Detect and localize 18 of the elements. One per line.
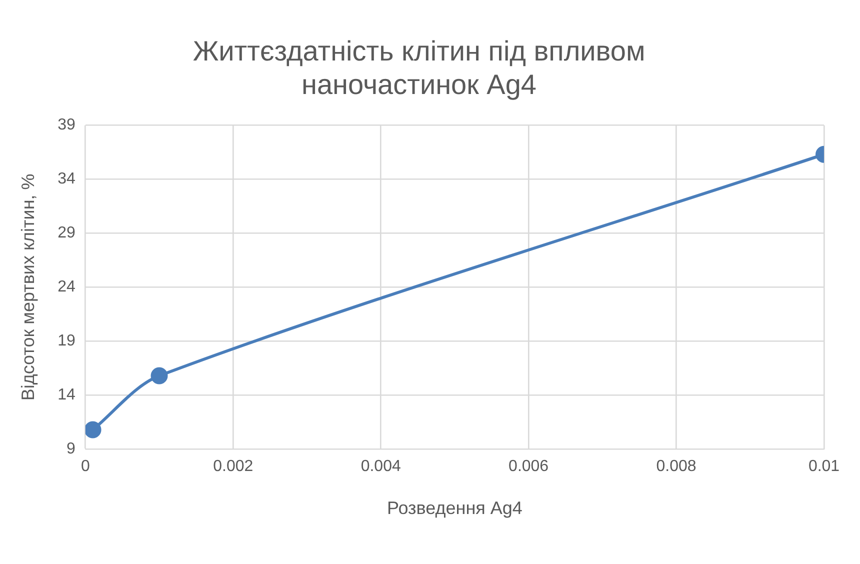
y-tick-label: 14 (58, 386, 76, 404)
x-tick-label: 0.004 (360, 458, 401, 476)
x-axis-title: Розведення Ag4 (386, 498, 522, 518)
y-tick-label: 19 (58, 332, 76, 350)
y-tick-label: 34 (58, 170, 76, 188)
point (85, 421, 102, 438)
y-tick-label: 24 (58, 278, 76, 296)
y-axis-title: Відсоток мертвих клітин, % (18, 174, 38, 401)
point (150, 367, 168, 384)
x-tick-label: 0.002 (213, 458, 254, 476)
chart-title: Життєздатність клітин під впливом наночастинок Ag4 (192, 36, 646, 100)
x-tick-label: 0.006 (508, 458, 549, 476)
y-tick-label: 9 (66, 440, 76, 458)
y-tick-label: 39 (58, 116, 76, 134)
x-tick-label: 0.01 (808, 458, 840, 476)
x-tick-label: 0 (80, 458, 90, 476)
y-tick-label: 29 (58, 224, 76, 242)
x-tick-label: 0.008 (656, 458, 696, 476)
